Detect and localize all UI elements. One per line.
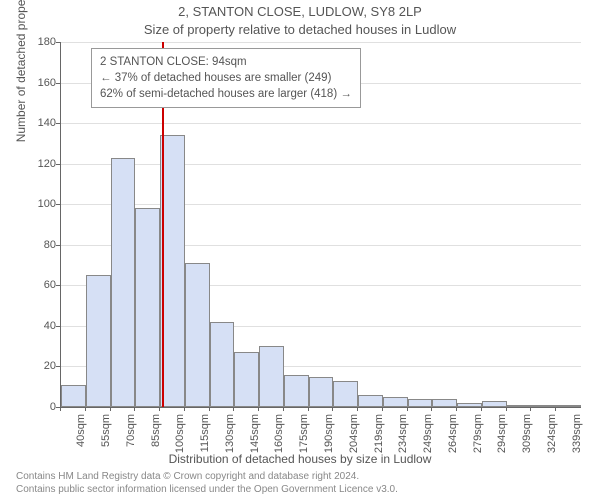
xtick-mark (233, 407, 234, 411)
xtick-label: 190sqm (323, 414, 335, 454)
histogram-bar (111, 158, 136, 407)
xtick-label: 40sqm (75, 414, 87, 454)
ytick-label: 100 (38, 198, 56, 210)
plot-area: 2 STANTON CLOSE: 94sqm← 37% of detached … (60, 42, 581, 408)
histogram-bar (482, 401, 507, 407)
attribution-line1: Contains HM Land Registry data © Crown c… (16, 470, 398, 483)
xtick-label: 175sqm (298, 414, 310, 454)
xtick-mark (60, 407, 61, 411)
histogram-bar (408, 399, 433, 407)
histogram-bar (259, 346, 284, 407)
xtick-label: 264sqm (447, 414, 459, 454)
xtick-mark (431, 407, 432, 411)
gridline (61, 42, 581, 43)
histogram-bar (358, 395, 383, 407)
ytick-mark (56, 326, 60, 327)
xtick-mark (283, 407, 284, 411)
xtick-mark (308, 407, 309, 411)
ytick-label: 40 (44, 320, 56, 332)
ytick-mark (56, 245, 60, 246)
xtick-label: 219sqm (373, 414, 385, 454)
info-box-line2: ← 37% of detached houses are smaller (24… (100, 70, 352, 86)
ytick-label: 20 (44, 360, 56, 372)
xtick-mark (258, 407, 259, 411)
xtick-mark (357, 407, 358, 411)
xtick-label: 234sqm (397, 414, 409, 454)
ytick-label: 180 (38, 36, 56, 48)
info-box-line1: 2 STANTON CLOSE: 94sqm (100, 54, 352, 70)
ytick-mark (56, 83, 60, 84)
xtick-label: 55sqm (100, 414, 112, 454)
gridline (61, 164, 581, 165)
ytick-mark (56, 164, 60, 165)
histogram-bar (507, 405, 532, 407)
ytick-label: 140 (38, 117, 56, 129)
xtick-label: 70sqm (125, 414, 137, 454)
xtick-label: 339sqm (571, 414, 583, 454)
attribution-line2: Contains public sector information licen… (16, 483, 398, 496)
chart-title-address: 2, STANTON CLOSE, LUDLOW, SY8 2LP (0, 4, 600, 19)
histogram-bar (135, 208, 160, 407)
xtick-label: 279sqm (472, 414, 484, 454)
gridline (61, 123, 581, 124)
info-box-line3: 62% of semi-detached houses are larger (… (100, 86, 352, 102)
ytick-mark (56, 285, 60, 286)
xtick-label: 115sqm (199, 414, 211, 454)
ytick-label: 0 (50, 401, 56, 413)
xtick-mark (332, 407, 333, 411)
xtick-mark (530, 407, 531, 411)
xtick-label: 249sqm (422, 414, 434, 454)
xtick-label: 160sqm (273, 414, 285, 454)
ytick-mark (56, 204, 60, 205)
xtick-mark (110, 407, 111, 411)
ytick-mark (56, 366, 60, 367)
histogram-bar (556, 405, 581, 407)
xtick-label: 294sqm (496, 414, 508, 454)
histogram-bar (210, 322, 235, 407)
ytick-label: 120 (38, 158, 56, 170)
xtick-label: 324sqm (546, 414, 558, 454)
histogram-bar (432, 399, 457, 407)
xtick-label: 130sqm (224, 414, 236, 454)
xtick-mark (407, 407, 408, 411)
chart-subtitle: Size of property relative to detached ho… (0, 22, 600, 37)
xtick-label: 309sqm (521, 414, 533, 454)
info-box: 2 STANTON CLOSE: 94sqm← 37% of detached … (91, 48, 361, 108)
xtick-mark (555, 407, 556, 411)
xtick-mark (506, 407, 507, 411)
xtick-mark (184, 407, 185, 411)
xtick-mark (134, 407, 135, 411)
histogram-bar (234, 352, 259, 407)
xtick-mark (481, 407, 482, 411)
histogram-bar (457, 403, 482, 407)
histogram-bar (86, 275, 111, 407)
xtick-label: 85sqm (150, 414, 162, 454)
histogram-bar (61, 385, 86, 407)
ytick-mark (56, 123, 60, 124)
xtick-mark (85, 407, 86, 411)
xtick-mark (456, 407, 457, 411)
gridline (61, 204, 581, 205)
histogram-bar (185, 263, 210, 407)
ytick-mark (56, 42, 60, 43)
histogram-bar (531, 405, 556, 407)
y-axis-label: Number of detached properties (14, 0, 28, 142)
histogram-bar (309, 377, 334, 407)
ytick-label: 80 (44, 239, 56, 251)
ytick-label: 60 (44, 279, 56, 291)
attribution-text: Contains HM Land Registry data © Crown c… (16, 470, 398, 496)
x-axis-label: Distribution of detached houses by size … (0, 452, 600, 466)
xtick-mark (209, 407, 210, 411)
histogram-bar (333, 381, 358, 407)
xtick-label: 145sqm (249, 414, 261, 454)
histogram-bar (383, 397, 408, 407)
xtick-mark (382, 407, 383, 411)
xtick-label: 204sqm (348, 414, 360, 454)
ytick-label: 160 (38, 77, 56, 89)
xtick-mark (159, 407, 160, 411)
xtick-label: 100sqm (174, 414, 186, 454)
histogram-bar (284, 375, 309, 407)
